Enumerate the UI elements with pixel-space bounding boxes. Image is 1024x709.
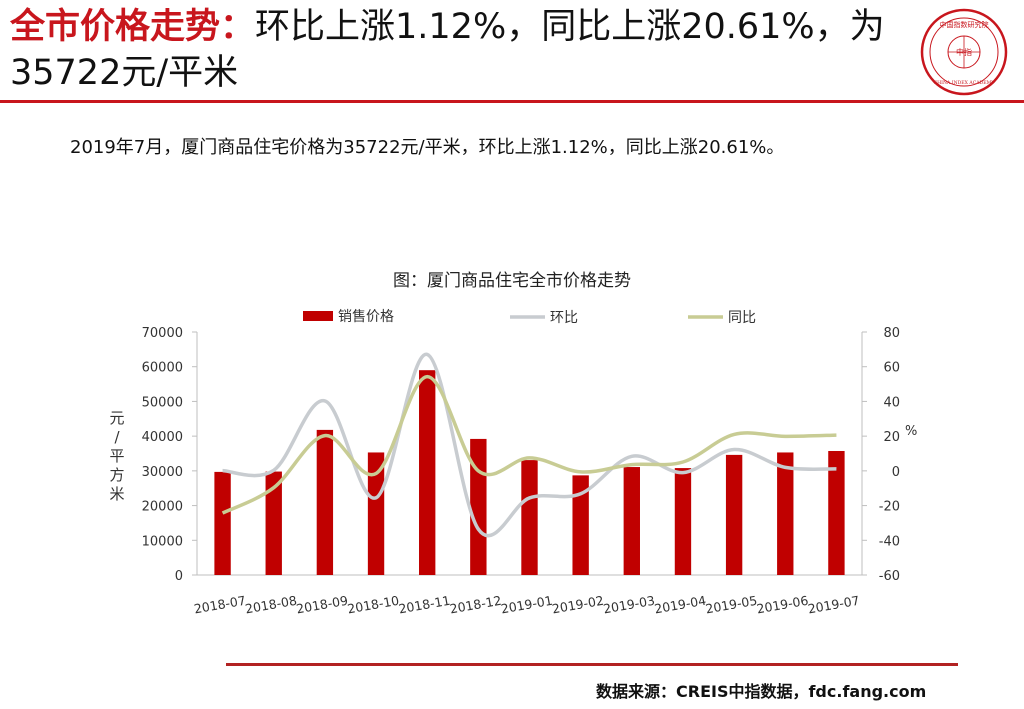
bar-sales-price — [725, 454, 743, 575]
header-divider — [0, 100, 1024, 103]
y-left-tick-label: 70000 — [142, 326, 183, 341]
bar-sales-price — [777, 452, 794, 575]
logo-top-text: 中国指数研究院 — [940, 20, 989, 29]
x-tick-label: 2018-12 — [449, 593, 503, 617]
bar-sales-price — [521, 460, 538, 575]
bar-sales-price — [623, 467, 640, 575]
x-tick-label: 2019-05 — [704, 593, 758, 617]
china-index-academy-logo: 中国指数研究院 中指 CHINA INDEX ACADEMY — [920, 8, 1008, 96]
y-left-tick-label: 40000 — [142, 430, 183, 445]
x-tick-label: 2019-02 — [551, 593, 605, 617]
x-tick-label: 2019-01 — [500, 593, 554, 617]
x-tick-label: 2019-03 — [602, 593, 656, 617]
y-left-tick-label: 0 — [175, 569, 183, 584]
legend-label-sales-price: 销售价格 — [338, 309, 394, 325]
y-left-axis-label-char: 米 — [109, 485, 124, 503]
y-left-axis-label-char: 方 — [109, 466, 124, 484]
y-right-axis-label: % — [905, 424, 917, 439]
x-tick-label: 2019-04 — [653, 593, 707, 617]
summary-text: 2019年7月，厦门商品住宅价格为35722元/平米，环比上涨1.12%，同比上… — [70, 137, 785, 158]
x-tick-label: 2018-07 — [193, 593, 247, 617]
x-tick-label: 2019-07 — [807, 593, 861, 617]
x-tick-label: 2019-06 — [755, 593, 809, 617]
legend-label-mom: 环比 — [550, 310, 578, 326]
bar-sales-price — [316, 429, 334, 575]
chart-title: 图：厦门商品住宅全市价格走势 — [393, 271, 631, 291]
y-left-tick-label: 60000 — [142, 361, 183, 376]
y-right-tick-label: 80 — [883, 326, 900, 341]
bar-sales-price — [367, 452, 385, 575]
y-left-axis-label-char: 平 — [109, 447, 124, 465]
y-left-tick-label: 10000 — [142, 534, 183, 549]
page-title-accent: 全市价格走势： — [10, 7, 256, 47]
y-right-tick-label: -60 — [879, 569, 900, 584]
y-left-tick-label: 20000 — [142, 500, 183, 515]
bar-sales-price — [470, 438, 487, 575]
line-mom — [222, 352, 837, 538]
y-left-tick-label: 30000 — [142, 465, 183, 480]
legend-swatch-sales-price — [303, 311, 333, 321]
bar-sales-price — [214, 471, 231, 575]
logo-bottom-text: CHINA INDEX ACADEMY — [934, 80, 996, 86]
y-left-axis-label-char: / — [114, 428, 120, 446]
x-tick-label: 2018-09 — [295, 593, 349, 617]
line-yoy — [221, 374, 837, 515]
y-right-tick-label: -20 — [879, 500, 900, 515]
page-title-rest: 环比上涨1.12%，同比上涨20.61%，为35722元/平米 — [10, 7, 885, 93]
y-right-tick-label: 20 — [883, 430, 900, 445]
y-right-tick-label: 40 — [883, 395, 900, 410]
page-title: 全市价格走势：环比上涨1.12%，同比上涨20.61%，为35722元/平米 — [10, 4, 890, 96]
y-right-tick-label: -40 — [879, 534, 900, 549]
x-tick-label: 2018-08 — [244, 593, 298, 617]
x-tick-label: 2018-11 — [397, 593, 451, 617]
legend-label-yoy: 同比 — [728, 310, 756, 326]
bar-sales-price — [265, 471, 282, 575]
bar-sales-price — [674, 468, 692, 575]
logo-center-text: 中指 — [956, 47, 972, 57]
x-tick-label: 2018-10 — [346, 593, 400, 617]
bar-sales-price — [572, 475, 589, 575]
footer-divider — [226, 663, 958, 666]
y-right-tick-label: 60 — [883, 361, 900, 376]
bar-sales-price — [828, 450, 845, 575]
data-source: 数据来源：CREIS中指数据，fdc.fang.com — [596, 682, 927, 701]
y-left-axis-label-char: 元 — [109, 409, 124, 427]
bar-sales-price — [419, 370, 436, 575]
y-right-tick-label: 0 — [892, 465, 900, 480]
y-left-tick-label: 50000 — [142, 395, 183, 410]
